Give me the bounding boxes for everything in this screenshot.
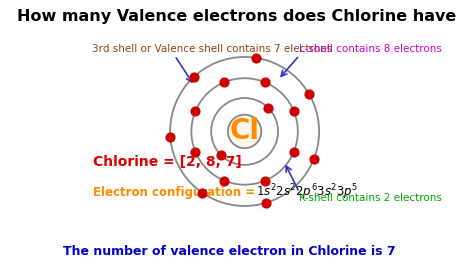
Text: The number of valence electron in Chlorine is 7: The number of valence electron in Chlori… xyxy=(63,245,396,258)
Text: Cl: Cl xyxy=(229,118,260,146)
Point xyxy=(290,150,298,154)
Point xyxy=(310,157,318,161)
Point xyxy=(220,178,228,183)
Point xyxy=(290,109,298,113)
Point xyxy=(166,134,174,139)
Point xyxy=(261,179,269,183)
Point xyxy=(261,80,269,84)
Point xyxy=(217,153,225,157)
Text: Chlorine = [2, 8, 7]: Chlorine = [2, 8, 7] xyxy=(92,155,241,169)
Point xyxy=(252,56,260,60)
Point xyxy=(191,75,198,79)
Text: 3rd shell or Valence shell contains 7 electrons: 3rd shell or Valence shell contains 7 el… xyxy=(92,44,332,54)
Point xyxy=(220,80,228,84)
Point xyxy=(199,191,206,195)
Text: L-shell contains 8 electrons: L-shell contains 8 electrons xyxy=(300,44,442,54)
Circle shape xyxy=(228,115,261,148)
Point xyxy=(263,201,270,205)
Point xyxy=(191,150,199,154)
Point xyxy=(305,92,313,97)
Text: $1s^{2}2s^{2}2p^{6}3s^{2}3p^{5}$: $1s^{2}2s^{2}2p^{6}3s^{2}3p^{5}$ xyxy=(256,182,358,202)
Text: Electron configuration =: Electron configuration = xyxy=(92,186,259,199)
Point xyxy=(191,109,199,113)
Text: How many Valence electrons does Chlorine have: How many Valence electrons does Chlorine… xyxy=(18,9,456,24)
Text: K-shell contains 2 electrons: K-shell contains 2 electrons xyxy=(300,193,442,203)
Point xyxy=(264,106,272,110)
